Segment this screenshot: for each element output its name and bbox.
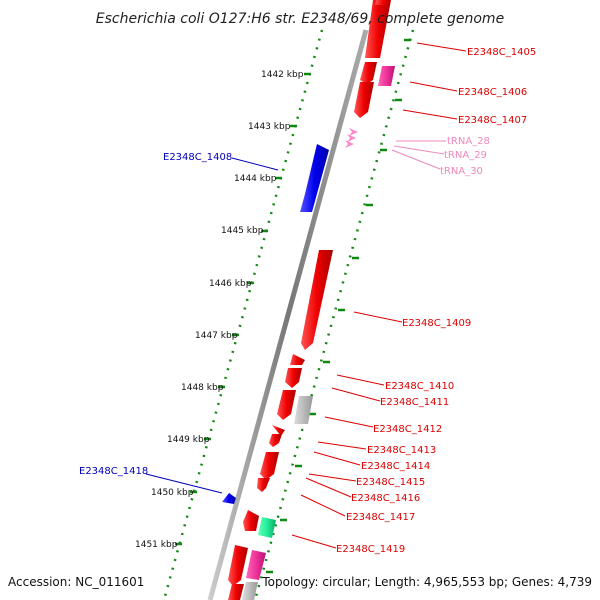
tick-label: 1447 kbp [195, 331, 238, 341]
gene-e2348c-1406a[interactable] [360, 62, 377, 84]
gene-e2348c-1421[interactable] [242, 582, 258, 600]
gene-e2348c-1419a[interactable] [228, 545, 248, 586]
tick-label: 1444 kbp [234, 174, 277, 184]
gene-e2348c-1407[interactable] [354, 82, 374, 118]
label-e2348c-1416[interactable]: E2348C_1416 [351, 493, 420, 504]
tick-label: 1443 kbp [248, 122, 291, 132]
gene-e2348c-1414[interactable] [260, 452, 279, 480]
label-e2348c-1406[interactable]: E2348C_1406 [458, 87, 527, 98]
label-trna-29[interactable]: tRNA_29 [444, 150, 487, 161]
label-e2348c-1411[interactable]: E2348C_1411 [380, 397, 449, 408]
label-e2348c-1412[interactable]: E2348C_1412 [373, 424, 442, 435]
feature-labels: E2348C_1405 E2348C_1406 E2348C_1407 tRNA… [79, 47, 536, 555]
label-e2348c-1415[interactable]: E2348C_1415 [356, 477, 425, 488]
label-trna-30[interactable]: tRNA_30 [440, 166, 483, 177]
label-e2348c-1414[interactable]: E2348C_1414 [361, 461, 430, 472]
label-e2348c-1413[interactable]: E2348C_1413 [367, 445, 436, 456]
forward-features [228, 0, 395, 600]
tick-label: 1445 kbp [221, 226, 264, 236]
label-e2348c-1418[interactable]: E2348C_1418 [79, 466, 148, 477]
trna-30[interactable] [345, 140, 354, 148]
label-e2348c-1408[interactable]: E2348C_1408 [163, 152, 232, 163]
tick-label: 1446 kbp [209, 279, 252, 289]
gene-e2348c-1416[interactable] [257, 478, 270, 492]
gene-e2348c-1410[interactable] [290, 354, 305, 365]
label-e2348c-1417[interactable]: E2348C_1417 [346, 512, 415, 523]
tick-label: 1442 kbp [261, 70, 304, 80]
gene-e2348c-1405[interactable] [365, 0, 391, 58]
accession-text: Accession: NC_011601 [8, 575, 144, 589]
label-trna-28[interactable]: tRNA_28 [447, 136, 490, 147]
gene-e2348c-1408[interactable] [300, 144, 329, 212]
gene-e2348c-1405b[interactable] [375, 0, 392, 5]
gene-e2348c-1412a[interactable] [277, 390, 296, 420]
backbone [207, 29, 369, 600]
map-title: Escherichia coli O127:H6 str. E2348/69, … [96, 11, 504, 27]
leader-lines [145, 42, 467, 549]
reverse-features [222, 144, 329, 504]
tick-label: 1451 kbp [135, 540, 178, 550]
label-e2348c-1409[interactable]: E2348C_1409 [402, 318, 471, 329]
inner-tick-marks [266, 38, 411, 574]
gene-e2348c-1418[interactable] [222, 493, 236, 504]
trna-28[interactable] [349, 128, 358, 136]
label-e2348c-1407[interactable]: E2348C_1407 [458, 115, 527, 126]
tick-label: 1448 kbp [181, 383, 224, 393]
tick-label: 1450 kbp [151, 488, 194, 498]
gene-e2348c-1409[interactable] [301, 250, 333, 350]
gene-e2348c-1411[interactable] [285, 368, 302, 388]
tick-marks [175, 72, 311, 546]
trna-29[interactable] [347, 134, 356, 142]
tick-label: 1449 kbp [167, 435, 210, 445]
gene-e2348c-1417[interactable] [258, 517, 276, 538]
label-e2348c-1405[interactable]: E2348C_1405 [467, 47, 536, 58]
label-e2348c-1410[interactable]: E2348C_1410 [385, 381, 454, 392]
gene-e2348c-1419[interactable] [246, 550, 266, 580]
gene-e2348c-1412[interactable] [294, 396, 313, 424]
gene-e2348c-1420[interactable] [228, 584, 244, 600]
gene-e2348c-1417a[interactable] [243, 510, 259, 531]
outer-dotted-track [162, 29, 324, 600]
topology-text: Topology: circular; Length: 4,965,553 bp… [261, 575, 592, 589]
gene-e2348c-1413[interactable] [272, 425, 285, 436]
label-e2348c-1419[interactable]: E2348C_1419 [336, 544, 405, 555]
gene-e2348c-1414a[interactable] [269, 434, 282, 447]
tick-labels: 1442 kbp 1443 kbp 1444 kbp 1445 kbp 1446… [135, 70, 304, 550]
gene-e2348c-1406[interactable] [378, 66, 395, 86]
